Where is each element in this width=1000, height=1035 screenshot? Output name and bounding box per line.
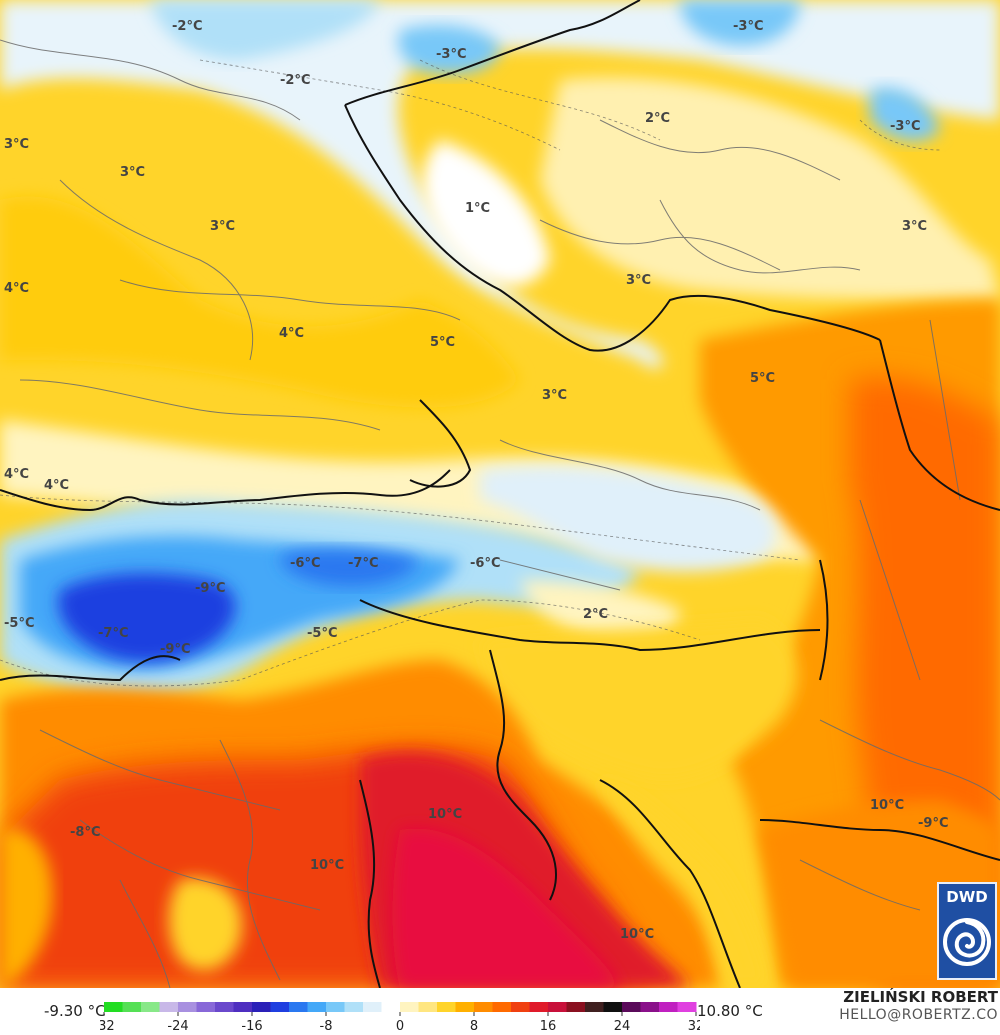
scale-cell [566, 1002, 586, 1012]
scale-cell [363, 1002, 382, 1012]
temp-label: 3°C [902, 219, 927, 234]
scale-cell [511, 1002, 530, 1012]
scale-cell [326, 1002, 345, 1012]
author-name: ZIELIŃSKI ROBERT [843, 988, 998, 1006]
scale-cell [548, 1002, 567, 1012]
temp-label: 10°C [310, 858, 344, 873]
temp-label: -2°C [172, 19, 202, 34]
temp-label: 3°C [4, 137, 29, 152]
temp-label: 10°C [428, 807, 462, 822]
temp-label: -7°C [98, 626, 128, 641]
temp-label: 10°C [870, 798, 904, 813]
temp-label: -9°C [160, 642, 190, 657]
temp-label: 1°C [465, 201, 490, 216]
footer: -9.30 °C -32 -24 -16 -8 0 8 16 24 32 10.80 °C ZI… [0, 988, 1000, 1035]
scale-cell [104, 1002, 123, 1012]
min-value-label: -9.30 °C [44, 1002, 106, 1020]
color-scale-cells [104, 1002, 697, 1012]
scale-tick-label: -8 [320, 1019, 333, 1034]
temp-label: -3°C [890, 119, 920, 134]
scale-cell [159, 1002, 179, 1012]
scale-tick-label: 8 [470, 1019, 478, 1034]
isotherm-contours [0, 59, 941, 687]
temp-label: 4°C [279, 326, 304, 341]
dwd-swirl-icon [943, 918, 991, 966]
scale-tick-label: 16 [540, 1019, 557, 1034]
temp-label: 5°C [750, 371, 775, 386]
scale-tick-label: -24 [167, 1019, 188, 1034]
scale-tick-label: 0 [396, 1019, 404, 1034]
scale-cell [344, 1002, 364, 1012]
temp-label: -9°C [195, 581, 225, 596]
dwd-logo-text: DWD [946, 888, 988, 906]
temp-label: 3°C [210, 219, 235, 234]
scale-tick-label: -16 [241, 1019, 262, 1034]
temp-label: -3°C [436, 47, 466, 62]
scale-cell [418, 1002, 438, 1012]
scale-cell [622, 1002, 641, 1012]
scale-cell [270, 1002, 290, 1012]
scale-cell [196, 1002, 216, 1012]
color-scale-bar: -32 -24 -16 -8 0 8 16 24 32 [100, 1002, 700, 1034]
temp-label: -5°C [4, 616, 34, 631]
scale-cell [252, 1002, 271, 1012]
temp-label: -5°C [307, 626, 337, 641]
scale-tick-label: -32 [100, 1019, 115, 1034]
temp-label: 2°C [583, 607, 608, 622]
temp-label: -6°C [470, 556, 500, 571]
scale-tick-label: 32 [688, 1019, 700, 1034]
scale-cell [178, 1002, 197, 1012]
dwd-logo: DWD [937, 882, 997, 980]
scale-cell [122, 1002, 142, 1012]
temp-label: -9°C [918, 816, 948, 831]
temp-label: 4°C [44, 478, 69, 493]
temp-label: -3°C [733, 19, 763, 34]
scale-cell [307, 1002, 327, 1012]
scale-cell [437, 1002, 456, 1012]
author-email: HELLO@ROBERTZ.CO [839, 1007, 998, 1023]
scale-cell [455, 1002, 475, 1012]
max-value-label: 10.80 °C [697, 1002, 763, 1020]
temp-label: 4°C [4, 281, 29, 296]
temp-label: 3°C [626, 273, 651, 288]
scale-cell [603, 1002, 623, 1012]
country-borders [0, 0, 1000, 988]
regional-borders [0, 39, 1000, 988]
temp-label: -7°C [348, 556, 378, 571]
scale-cell [381, 1002, 401, 1012]
color-scale-ticks: -32 -24 -16 -8 0 8 16 24 32 [100, 1012, 700, 1034]
scale-cell [585, 1002, 604, 1012]
scale-tick-label: 24 [614, 1019, 631, 1034]
temperature-fields [0, 0, 1000, 988]
temp-label: 3°C [542, 388, 567, 403]
scale-cell [659, 1002, 678, 1012]
scale-cell [529, 1002, 549, 1012]
author-credit: ZIELIŃSKI ROBERT HELLO@ROBERTZ.CO [839, 988, 998, 1024]
temperature-map: -2°C -2°C -3°C -3°C -3°C 3°C 3°C 3°C 1°C… [0, 0, 1000, 988]
scale-cell [640, 1002, 660, 1012]
temp-label: 10°C [620, 927, 654, 942]
temp-label: 4°C [4, 467, 29, 482]
scale-cell [474, 1002, 493, 1012]
scale-cell [141, 1002, 160, 1012]
temperature-labels: -2°C -2°C -3°C -3°C -3°C 3°C 3°C 3°C 1°C… [4, 19, 948, 942]
scale-cell [677, 1002, 697, 1012]
temp-label: 2°C [645, 111, 670, 126]
scale-cell [233, 1002, 253, 1012]
temp-label: -8°C [70, 825, 100, 840]
scale-cell [492, 1002, 512, 1012]
temp-label: 5°C [430, 335, 455, 350]
scale-cell [400, 1002, 419, 1012]
scale-cell [289, 1002, 308, 1012]
temp-label: -2°C [280, 73, 310, 88]
temp-label: 3°C [120, 165, 145, 180]
scale-cell [215, 1002, 234, 1012]
temp-label: -6°C [290, 556, 320, 571]
